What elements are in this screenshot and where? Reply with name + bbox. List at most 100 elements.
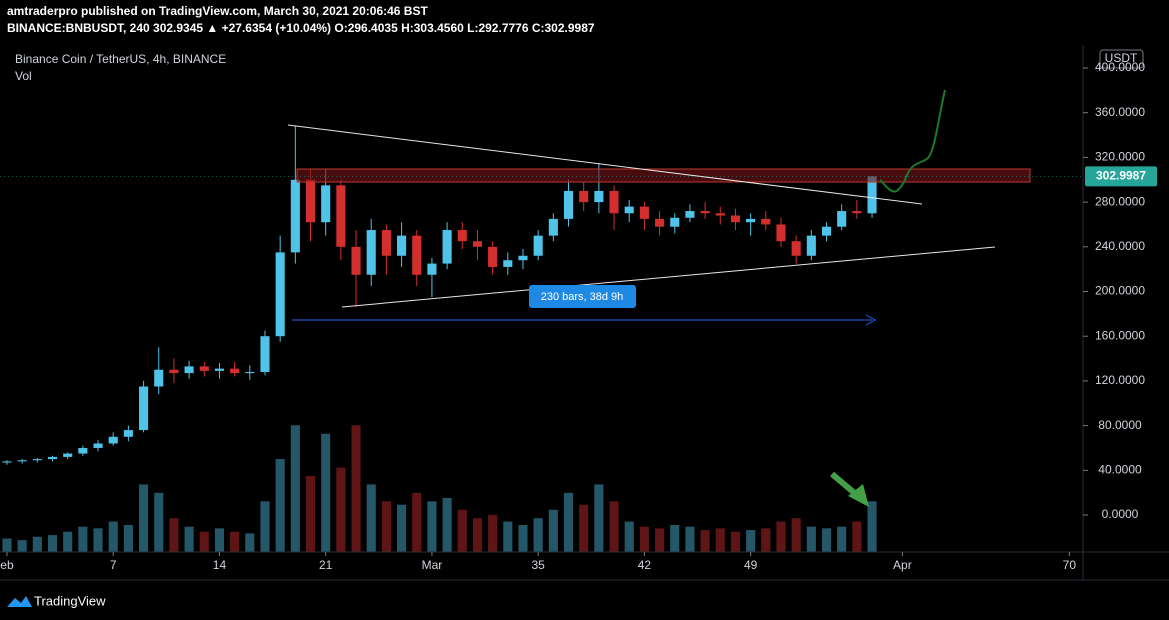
candle-body — [123, 430, 133, 437]
y-tick-label: 240.0000 — [1095, 239, 1145, 253]
volume-bar — [123, 524, 133, 552]
y-tick-label: 0.0000 — [1102, 507, 1139, 521]
candle-body — [321, 185, 331, 223]
volume-bar — [154, 492, 164, 552]
candle-body — [2, 461, 12, 463]
volume-bar — [806, 526, 816, 552]
currency: USDT — [1105, 51, 1138, 65]
volume-bar — [199, 531, 209, 552]
x-tick-label: 49 — [744, 558, 758, 572]
volume-bar — [17, 540, 27, 552]
volume-bar — [290, 425, 300, 552]
volume-bar — [837, 526, 847, 552]
volume-bar — [169, 518, 179, 552]
last-price-box — [1085, 166, 1157, 187]
candle-body — [245, 371, 255, 374]
candle-body — [746, 218, 756, 223]
candle-body — [93, 443, 103, 448]
x-tick-label: 70 — [1063, 558, 1077, 572]
candle-body — [533, 235, 543, 256]
candle-body — [442, 230, 452, 264]
chart-title: Binance Coin / TetherUS, 4h, BINANCE — [15, 52, 226, 66]
candle-body — [761, 218, 771, 225]
volume-bar — [746, 530, 756, 552]
volume-bar — [579, 504, 589, 552]
volume-bar — [305, 475, 316, 552]
volume-bar — [730, 531, 741, 552]
candle-body — [867, 176, 877, 214]
candle-body — [609, 190, 619, 214]
y-tick-label: 280.0000 — [1095, 194, 1145, 208]
candle-body — [806, 235, 816, 256]
candle-body — [837, 211, 847, 227]
volume-bar — [214, 528, 225, 552]
candle-body — [624, 206, 634, 214]
candle-body — [730, 215, 741, 223]
volume-bar — [93, 528, 103, 552]
volume-bar — [609, 501, 619, 552]
candle-body — [472, 241, 483, 247]
candle-body — [518, 255, 528, 261]
range-arrowhead — [865, 314, 877, 326]
candle-body — [108, 436, 118, 444]
candle-body — [639, 206, 649, 219]
candle-body — [457, 230, 467, 242]
range-label-box — [529, 285, 636, 308]
x-tick-label: 21 — [319, 558, 333, 572]
y-tick-label: 360.0000 — [1095, 105, 1145, 119]
volume-bar — [639, 526, 649, 552]
candle-body — [47, 456, 58, 460]
volume-arrowhead — [848, 484, 869, 507]
volume-bar — [412, 492, 422, 552]
volume-bar — [655, 528, 665, 552]
candle-body — [397, 235, 407, 256]
plot-area — [2, 126, 877, 552]
candle-body — [78, 447, 88, 454]
candle-body — [548, 218, 558, 236]
candle-body — [336, 185, 346, 247]
candle-body — [199, 366, 209, 371]
volume-bar — [275, 459, 285, 552]
x-tick-label: 7 — [110, 558, 117, 572]
volume-label: Vol — [15, 69, 32, 83]
x-tick-label: 14 — [213, 558, 227, 572]
volume-bar — [670, 524, 680, 552]
candle-body — [366, 230, 376, 275]
candle-body — [821, 226, 832, 236]
candle-body — [503, 260, 513, 267]
candle-body — [184, 366, 194, 374]
volume-bar — [821, 528, 832, 552]
volume-bar — [533, 518, 543, 552]
volume-bar — [761, 528, 771, 552]
range-label: 230 bars, 38d 9h — [541, 291, 624, 303]
candle-body — [427, 263, 437, 275]
last-price-label: 302.9987 — [1096, 169, 1146, 183]
candle-body — [700, 211, 710, 214]
currency-box — [1099, 49, 1144, 69]
volume-bar — [791, 518, 801, 552]
volume-bar — [715, 528, 725, 552]
candle-body — [852, 211, 862, 214]
candle-body — [791, 241, 801, 256]
candle-body — [715, 213, 725, 216]
volume-bar — [2, 538, 12, 552]
volume-bar — [32, 536, 42, 552]
volume-bar — [366, 484, 376, 552]
volume-bar — [563, 492, 574, 552]
candle-body — [214, 368, 225, 371]
candle-body — [670, 217, 680, 227]
volume-bar — [442, 497, 452, 552]
candle-body — [412, 235, 422, 275]
volume-bar — [47, 535, 58, 552]
candle-body — [17, 460, 27, 462]
x-tick-label: Mar — [422, 558, 443, 572]
footer-logo — [7, 596, 32, 607]
volume-bar — [472, 518, 483, 552]
candle-body — [63, 453, 73, 457]
volume-bar — [381, 501, 391, 552]
candle-body — [275, 252, 285, 337]
author-line: amtraderpro published on TradingView.com… — [7, 4, 428, 18]
volume-bar — [427, 501, 437, 552]
